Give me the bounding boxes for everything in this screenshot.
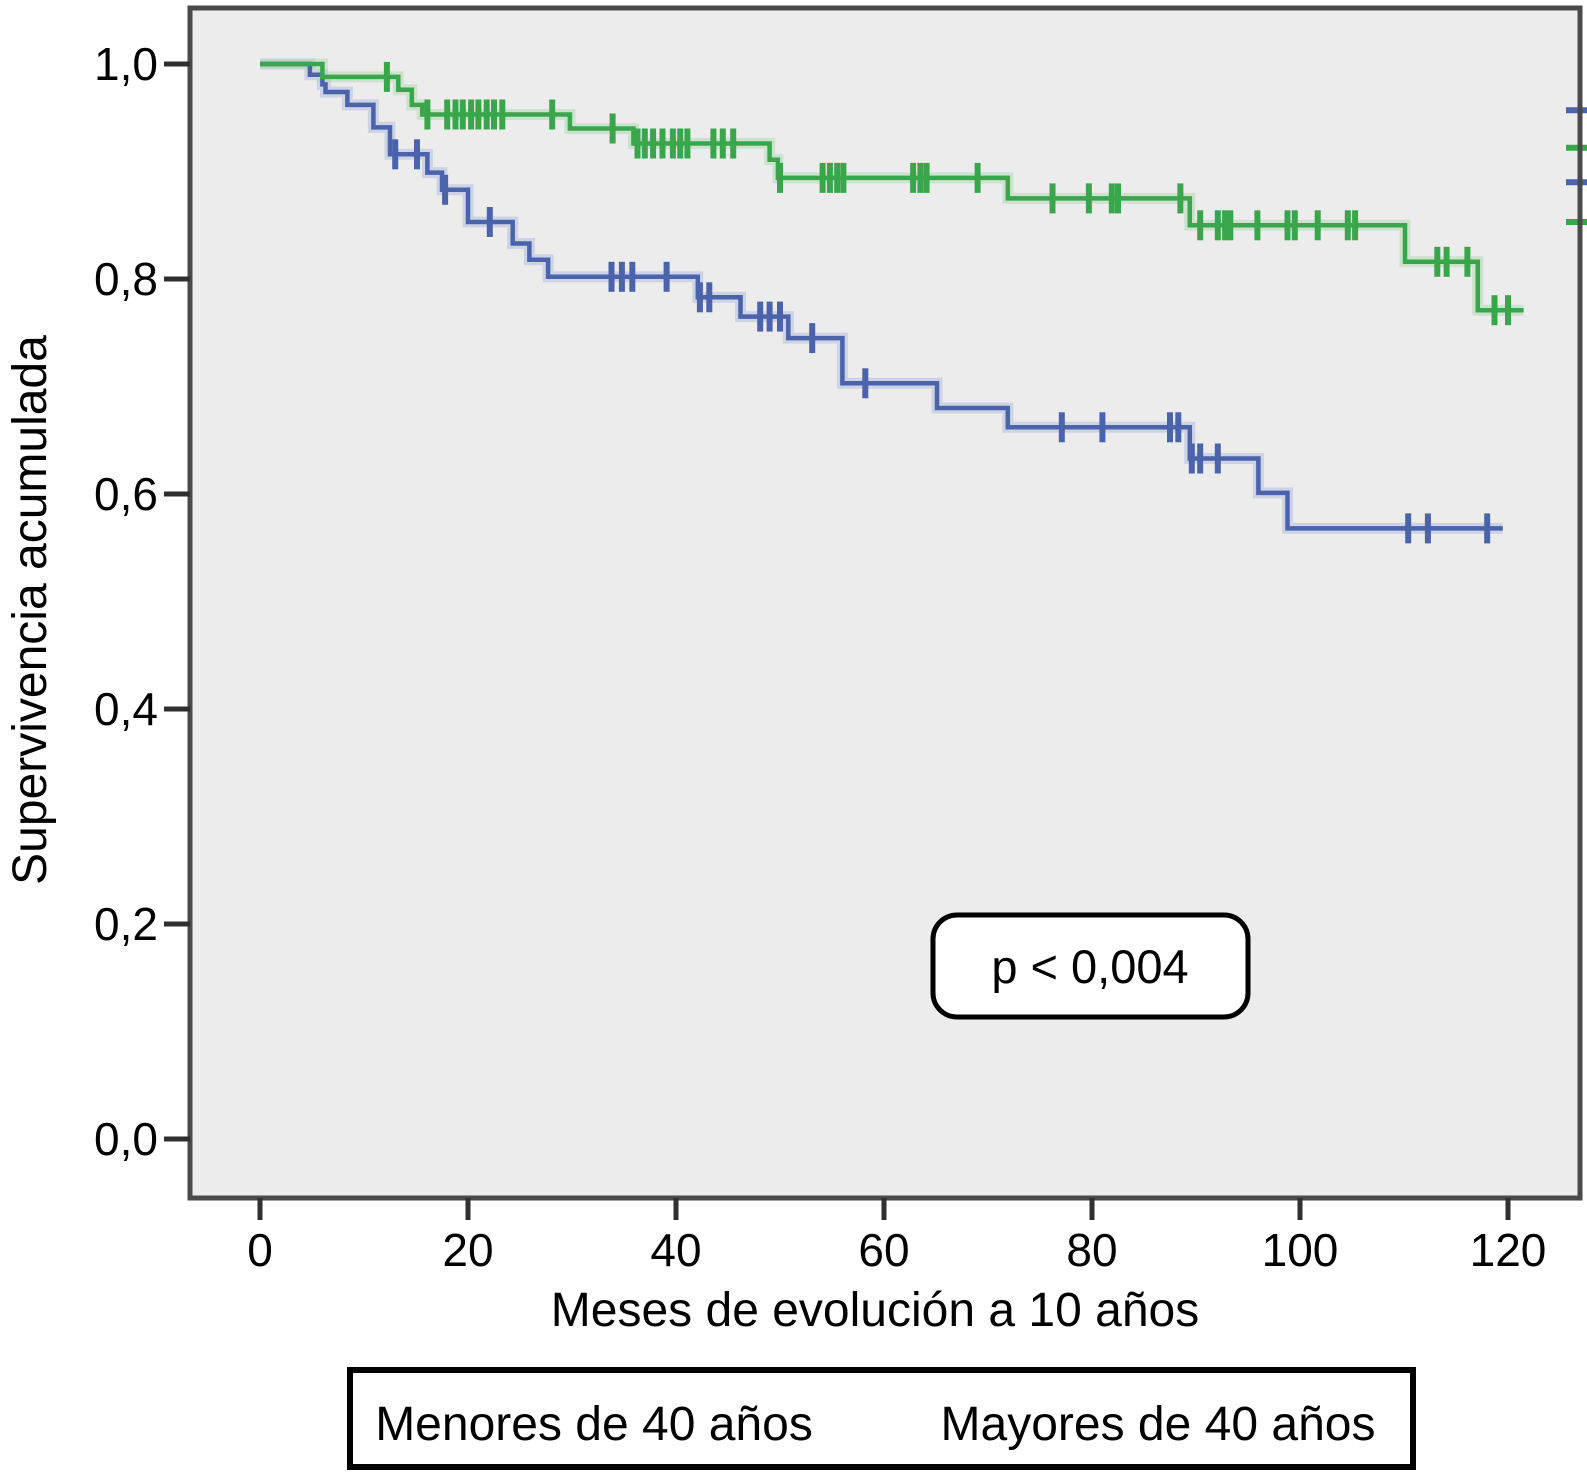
mayores-curve: [260, 61, 1524, 313]
right-edge-marks: [1566, 107, 1587, 225]
x-tick-label: 100: [1262, 1224, 1339, 1276]
y-tick-label: 0,0: [94, 1113, 158, 1165]
x-tick-label: 20: [442, 1224, 493, 1276]
y-axis: 0,0 0,2 0,4 0,6 0,8 1,0: [94, 38, 190, 1165]
y-tick-label: 0,6: [94, 468, 158, 520]
p-value-box: p < 0,004: [930, 912, 1251, 1020]
survival-curves: [260, 61, 1524, 531]
x-tick-label: 60: [858, 1224, 909, 1276]
x-tick-label: 40: [650, 1224, 701, 1276]
x-tick-label: 80: [1066, 1224, 1117, 1276]
legend: Menores de 40 años Mayores de 40 años: [347, 1367, 1416, 1470]
plot-area: [190, 8, 1580, 1198]
x-tick-label: 120: [1470, 1224, 1547, 1276]
y-axis-title: Supervivencia acumulada: [4, 335, 57, 885]
legend-frame: [347, 1367, 1416, 1470]
y-tick-label: 0,2: [94, 898, 158, 950]
legend-item-menores: Menores de 40 años: [375, 1398, 813, 1451]
x-axis-title: Meses de evolución a 10 años: [551, 1284, 1199, 1337]
y-tick-label: 0,8: [94, 253, 158, 305]
y-tick-label: 1,0: [94, 38, 158, 90]
x-axis: 0 20 40 60 80 100 120: [247, 1198, 1546, 1276]
x-tick-label: 0: [247, 1224, 273, 1276]
menores-curve: [260, 61, 1503, 531]
legend-item-mayores: Mayores de 40 años: [941, 1398, 1376, 1451]
p-value-box-frame: [930, 912, 1251, 1020]
p-value-text: p < 0,004: [991, 940, 1188, 993]
censor-marks: [383, 61, 1511, 544]
y-tick-label: 0,4: [94, 683, 158, 735]
